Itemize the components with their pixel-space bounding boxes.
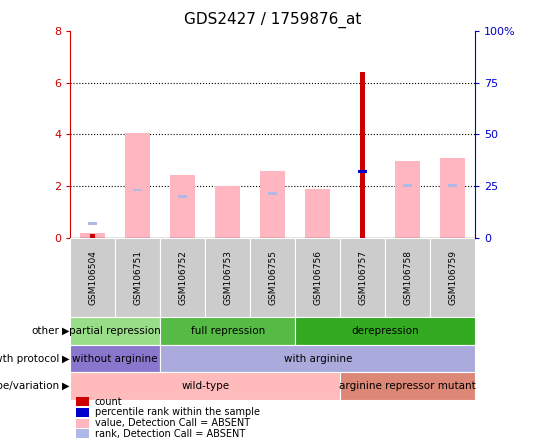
Text: genotype/variation: genotype/variation [0, 381, 59, 391]
Text: percentile rank within the sample: percentile rank within the sample [94, 408, 260, 417]
Bar [430, 238, 475, 317]
Bar [70, 238, 115, 317]
Text: GSM106755: GSM106755 [268, 250, 277, 305]
Text: partial repression: partial repression [69, 326, 161, 336]
Bar [160, 345, 475, 372]
Bar [160, 317, 295, 345]
Bar [70, 372, 340, 400]
Bar [340, 372, 475, 400]
Text: arginine repressor mutant: arginine repressor mutant [339, 381, 476, 391]
Text: GSM106759: GSM106759 [448, 250, 457, 305]
Text: with arginine: with arginine [284, 353, 352, 364]
Bar [205, 238, 250, 317]
Text: GSM106753: GSM106753 [223, 250, 232, 305]
Text: GSM106758: GSM106758 [403, 250, 412, 305]
Bar [80, 233, 105, 238]
Text: value, Detection Call = ABSENT: value, Detection Call = ABSENT [94, 418, 249, 428]
Bar [70, 345, 160, 372]
Title: GDS2427 / 1759876_at: GDS2427 / 1759876_at [184, 12, 361, 28]
Bar [115, 238, 160, 317]
Bar [340, 238, 385, 317]
Text: wild-type: wild-type [181, 381, 230, 391]
Bar [88, 222, 97, 225]
Bar [395, 162, 420, 238]
Bar [215, 186, 240, 238]
Text: without arginine: without arginine [72, 353, 158, 364]
Text: growth protocol: growth protocol [0, 353, 59, 364]
Text: other: other [31, 326, 59, 336]
Bar [358, 170, 367, 173]
Bar [448, 184, 457, 186]
Bar [90, 234, 96, 238]
Text: GSM106504: GSM106504 [88, 250, 97, 305]
Bar [305, 189, 330, 238]
Bar [440, 158, 465, 238]
Bar [403, 184, 412, 186]
Bar [160, 238, 205, 317]
Text: count: count [94, 397, 122, 407]
Bar [268, 192, 277, 195]
Bar [385, 238, 430, 317]
Text: ▶: ▶ [62, 326, 70, 336]
Bar [178, 195, 187, 198]
Bar [250, 238, 295, 317]
Text: full repression: full repression [191, 326, 265, 336]
Text: ▶: ▶ [62, 353, 70, 364]
Bar [260, 171, 285, 238]
Bar [295, 238, 340, 317]
Text: GSM106757: GSM106757 [358, 250, 367, 305]
Bar [133, 189, 142, 191]
Text: derepression: derepression [352, 326, 419, 336]
Bar [360, 72, 366, 238]
Bar [170, 175, 195, 238]
Text: GSM106751: GSM106751 [133, 250, 142, 305]
Text: rank, Detection Call = ABSENT: rank, Detection Call = ABSENT [94, 429, 245, 439]
Bar [295, 317, 475, 345]
Text: GSM106756: GSM106756 [313, 250, 322, 305]
Text: GSM106752: GSM106752 [178, 250, 187, 305]
Bar [125, 133, 150, 238]
Bar [70, 317, 160, 345]
Text: ▶: ▶ [62, 381, 70, 391]
